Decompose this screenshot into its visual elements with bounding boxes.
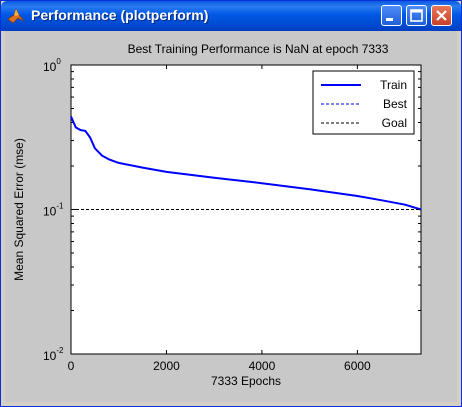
minimize-button[interactable] xyxy=(381,5,402,26)
y-axis-label: Mean Squared Error (mse) xyxy=(12,138,26,281)
maximize-button[interactable] xyxy=(406,5,427,26)
legend-label-best: Best xyxy=(383,97,408,111)
title-bar[interactable]: Performance (plotperform) xyxy=(1,1,461,31)
chart-title: Best Training Performance is NaN at epoc… xyxy=(128,42,389,56)
close-button[interactable] xyxy=(431,5,452,26)
legend-box xyxy=(312,70,415,135)
x-tick-label: 4000 xyxy=(249,359,276,373)
legend-label-goal: Goal xyxy=(382,116,407,130)
legend-label-train: Train xyxy=(380,78,407,92)
x-tick-label: 2000 xyxy=(153,359,180,373)
minimize-icon xyxy=(386,18,393,21)
x-tick-label: 6000 xyxy=(344,359,371,373)
figure-area: Best Training Performance is NaN at epoc… xyxy=(5,31,457,402)
maximize-icon xyxy=(410,9,423,22)
window-title: Performance (plotperform) xyxy=(31,7,209,23)
close-icon xyxy=(436,10,447,21)
y-tick-label: 10-1 xyxy=(43,202,64,219)
y-tick-label: 10-2 xyxy=(43,346,64,363)
x-axis-label: 7333 Epochs xyxy=(211,374,281,388)
performance-chart: Best Training Performance is NaN at epoc… xyxy=(12,42,422,388)
series-line-train xyxy=(70,116,422,211)
legend: Train Best Goal xyxy=(312,70,415,135)
matlab-logo-icon xyxy=(7,8,25,24)
x-tick-label: 0 xyxy=(68,359,75,373)
y-tick-label: 100 xyxy=(43,57,61,74)
